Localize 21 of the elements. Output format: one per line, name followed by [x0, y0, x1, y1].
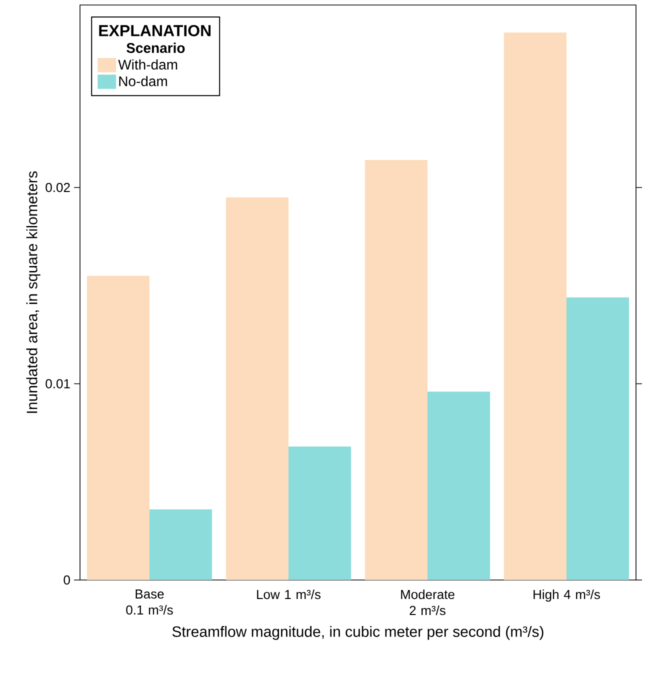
bar	[566, 297, 630, 580]
legend-title: EXPLANATION	[99, 25, 211, 36]
legend-label: With-dam	[118, 59, 178, 70]
x-tick-label: High 4 m³/s	[534, 590, 600, 602]
x-tick-label: Moderate 2 m³/s	[401, 590, 454, 616]
x-axis-title: Streamflow magnitude, in cubic meter per second (m³/s)	[172, 626, 544, 640]
bar	[364, 160, 428, 580]
y-tick-label: 0	[64, 575, 70, 585]
y-tick-label: 0.02	[46, 182, 70, 192]
bar	[504, 32, 566, 580]
bar	[149, 509, 212, 580]
annotation: Scenario	[126, 42, 185, 53]
bar	[226, 197, 288, 580]
bar	[427, 392, 490, 580]
legend-label: No-dam	[119, 76, 167, 86]
x-tick-label: Low 1 m³/s	[257, 590, 321, 600]
bar	[288, 446, 352, 580]
y-axis-title: Inundated area, in square kilometers	[26, 171, 40, 413]
y-tick-label: 0.01	[46, 379, 70, 388]
x-tick-label: Base 0.1 m³/s	[126, 590, 173, 615]
bar	[86, 276, 150, 580]
